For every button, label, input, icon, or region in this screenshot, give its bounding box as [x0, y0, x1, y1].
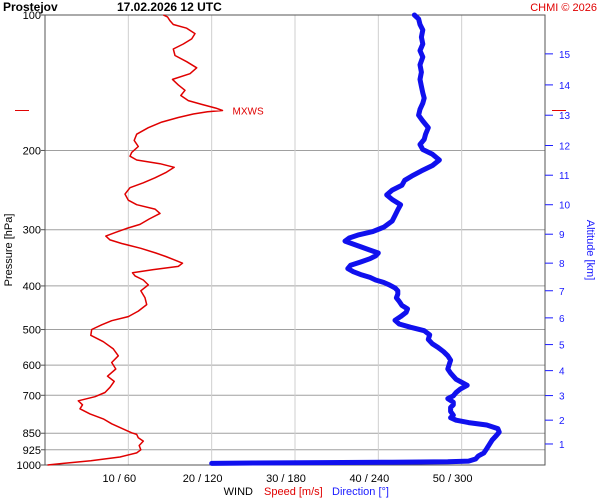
altitude-tick-label: 6: [559, 314, 565, 325]
pressure-tick-label: 700: [23, 390, 41, 402]
altitude-tick-label: 13: [559, 111, 571, 122]
pressure-tick-label: 1000: [17, 460, 41, 472]
wind-title: WIND: [224, 486, 253, 498]
left-axis-label: Pressure [hPa]: [3, 214, 15, 287]
altitude-tick-label: 12: [559, 142, 571, 153]
pressure-tick-label: 600: [23, 360, 41, 372]
pressure-tick-label: 200: [23, 145, 41, 157]
pressure-tick-label: 925: [23, 445, 41, 457]
pressure-tick-label: 850: [23, 428, 41, 440]
direction-line: [209, 12, 502, 466]
credit: CHMI © 2026: [530, 2, 597, 14]
pressure-tick-label: 500: [23, 325, 41, 337]
right-axis-label: Altitude [km]: [584, 220, 596, 281]
wind-tick-label: 10 / 60: [103, 473, 137, 485]
altitude-tick-label: 7: [559, 287, 565, 298]
datetime: 17.02.2026 12 UTC: [117, 0, 222, 14]
speed-line: [47, 14, 224, 466]
direction-legend: Direction [°]: [332, 486, 389, 498]
pressure-tick-label: 300: [23, 225, 41, 237]
speed-legend: Speed [m/s]: [264, 486, 323, 498]
altitude-tick-label: 11: [559, 171, 570, 182]
altitude-tick-label: 2: [559, 416, 565, 427]
wind-tick-label: 40 / 240: [349, 473, 389, 485]
mxws-annotation: MXWS: [233, 106, 264, 117]
wind-tick-label: 20 / 120: [183, 473, 223, 485]
altitude-tick-label: 10: [559, 201, 571, 212]
wind-tick-label: 50 / 300: [433, 473, 473, 485]
altitude-tick-label: 8: [559, 259, 565, 270]
pressure-tick-label: 400: [23, 281, 41, 293]
altitude-tick-label: 5: [559, 341, 565, 352]
altitude-tick-label: 9: [559, 230, 565, 241]
altitude-tick-label: 15: [559, 50, 571, 61]
altitude-tick-label: 1: [559, 440, 565, 451]
pressure-tick-label: 100: [23, 10, 41, 22]
altitude-tick-label: 14: [559, 81, 571, 92]
altitude-tick-label: 4: [559, 367, 565, 378]
station-name: Prostejov: [3, 0, 58, 14]
grid: [45, 15, 545, 465]
series-layer: [15, 12, 566, 466]
wind-tick-label: 30 / 180: [266, 473, 306, 485]
altitude-tick-label: 3: [559, 392, 565, 403]
